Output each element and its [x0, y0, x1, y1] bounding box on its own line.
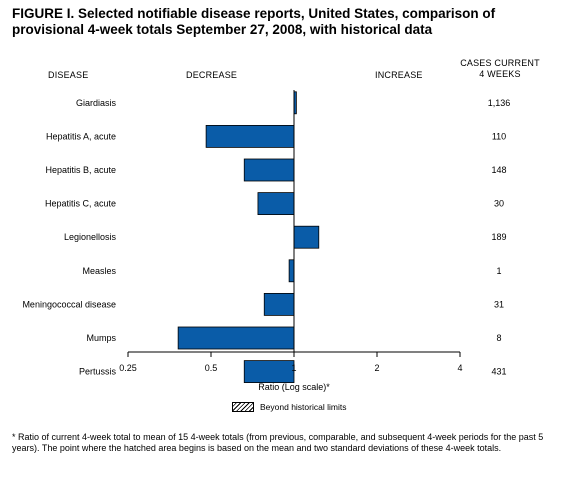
disease-label: Hepatitis A, acute [46, 131, 116, 141]
disease-label: Hepatitis B, acute [45, 165, 116, 175]
x-axis-title: Ratio (Log scale)* [258, 382, 330, 392]
x-axis: 0.25 0.5 1 2 4 Ratio (Log scale)* [119, 90, 463, 392]
case-count: 1,136 [488, 98, 511, 108]
x-tick-label: 2 [374, 363, 379, 373]
x-tick-label: 1 [291, 363, 296, 373]
disease-label: Pertussis [79, 367, 117, 377]
bar-4 [293, 225, 320, 249]
bar-8 [243, 360, 295, 384]
bar-5 [288, 259, 295, 283]
cases-header-line1: CASES CURRENT [460, 58, 540, 68]
bar-3 [257, 192, 295, 216]
bar-2 [243, 158, 295, 182]
bar-7 [177, 326, 295, 350]
ratio-bar-chart: 0.25 0.5 1 2 4 Ratio (Log scale)* Giardiasis 1… [22, 90, 510, 392]
disease-label: Meningococcal disease [22, 299, 116, 309]
legend-label: Beyond historical limits [260, 402, 347, 412]
decrease-header: DECREASE [186, 70, 238, 80]
case-count: 189 [491, 232, 506, 242]
labels-group: Giardiasis 1,136 Hepatitis A, acute 110 Hepa… [22, 98, 510, 377]
bar-1 [205, 125, 295, 148]
increase-header: INCREASE [375, 70, 423, 80]
x-tick-label: 0.25 [119, 363, 137, 373]
case-count: 8 [496, 333, 501, 343]
figure-title: FIGURE I. Selected notifiable disease re… [12, 6, 496, 37]
cases-column-header: CASES CURRENT 4 WEEKS [455, 58, 545, 80]
disease-label: Mumps [86, 333, 116, 343]
case-count: 148 [491, 165, 506, 175]
footnote: * Ratio of current 4-week total to mean … [12, 432, 544, 453]
bar-6 [263, 292, 295, 316]
case-count: 1 [496, 266, 501, 276]
cases-header-line2: 4 WEEKS [479, 69, 521, 79]
case-count: 110 [492, 131, 506, 141]
case-count: 431 [491, 367, 506, 377]
hatched-swatch-icon [232, 402, 254, 412]
case-count: 30 [494, 199, 504, 209]
disease-label: Hepatitis C, acute [45, 199, 116, 209]
disease-label: Legionellosis [64, 232, 117, 242]
case-count: 31 [494, 299, 504, 309]
disease-label: Measles [82, 266, 116, 276]
legend: Beyond historical limits [232, 402, 346, 412]
disease-label: Giardiasis [76, 98, 117, 108]
x-tick-label: 0.5 [205, 363, 218, 373]
x-tick-label: 4 [457, 363, 462, 373]
bars-group [177, 91, 320, 384]
disease-column-header: DISEASE [48, 70, 89, 80]
